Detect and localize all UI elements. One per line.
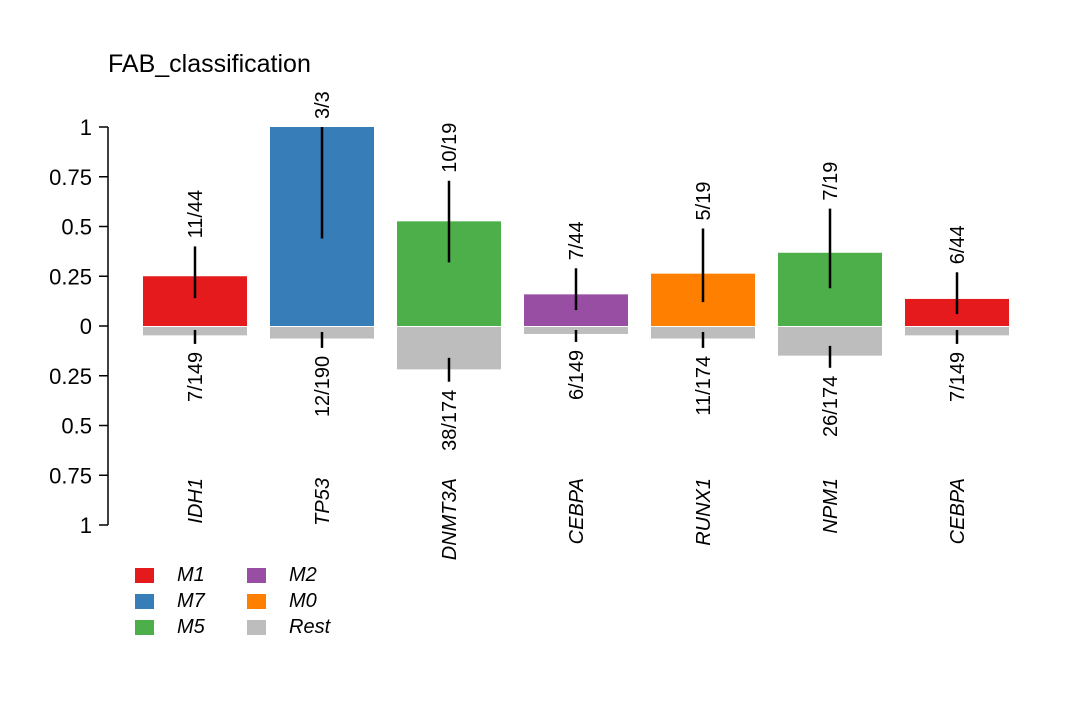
legend-label: M5 — [177, 615, 205, 638]
gene-label: CEBPA — [947, 478, 969, 544]
legend-item: M1 — [135, 562, 247, 588]
legend: M1 M2 M7 M0 M5 Rest — [135, 562, 359, 640]
legend-item: M7 — [135, 588, 247, 614]
y-tick-label: 0.5 — [61, 414, 92, 439]
y-tick-label: 0.25 — [49, 364, 92, 389]
legend-swatch — [135, 619, 154, 635]
upper-count-label: 11/44 — [185, 190, 207, 239]
legend-label: M2 — [289, 563, 317, 586]
legend-swatch — [135, 567, 154, 583]
legend-swatch — [247, 567, 266, 583]
legend-label: M1 — [177, 563, 205, 586]
upper-count-label: 7/44 — [566, 221, 588, 260]
lower-count-label: 12/190 — [312, 356, 334, 417]
lower-count-label: 7/149 — [947, 352, 969, 402]
legend-swatch — [247, 619, 266, 635]
lower-count-label: 7/149 — [185, 352, 207, 402]
legend-label: Rest — [289, 615, 331, 638]
legend-label: M7 — [177, 589, 205, 612]
y-tick-label: 0.75 — [49, 463, 92, 488]
legend-item: M2 — [247, 562, 359, 588]
y-tick-label: 0.75 — [49, 165, 92, 190]
legend-swatch — [247, 593, 266, 609]
y-tick-label: 0.5 — [61, 215, 92, 240]
chart-title: FAB_classification — [108, 50, 311, 78]
gene-label: DNMT3A — [439, 478, 461, 560]
legend-item: M5 — [135, 614, 247, 640]
lower-count-label: 11/174 — [693, 356, 715, 416]
upper-count-label: 7/19 — [820, 162, 842, 201]
upper-count-label: 5/19 — [693, 182, 715, 221]
gene-label: IDH1 — [185, 478, 207, 524]
y-tick-label: 0.25 — [49, 264, 92, 289]
lower-count-label: 38/174 — [439, 390, 461, 451]
legend-swatch — [135, 593, 154, 609]
y-tick-label: 1 — [80, 513, 92, 538]
legend-item: M0 — [247, 588, 359, 614]
y-tick-label: 1 — [80, 115, 92, 140]
upper-count-label: 6/44 — [947, 225, 969, 264]
gene-label: NPM1 — [820, 478, 842, 534]
gene-label: RUNX1 — [693, 478, 715, 546]
lower-count-label: 6/149 — [566, 350, 588, 400]
upper-count-label: 10/19 — [439, 123, 461, 173]
gene-label: CEBPA — [566, 478, 588, 544]
gene-label: TP53 — [312, 478, 334, 526]
lower-count-label: 26/174 — [820, 376, 842, 437]
legend-item: Rest — [247, 614, 359, 640]
legend-label: M0 — [289, 589, 317, 612]
upper-count-label: 3/3 — [312, 91, 334, 119]
y-tick-label: 0 — [80, 314, 92, 339]
